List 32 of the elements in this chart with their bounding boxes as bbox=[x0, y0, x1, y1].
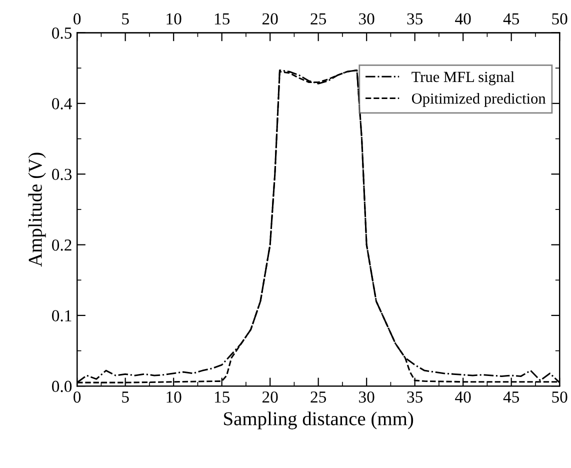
x-axis-title: Sampling distance (mm) bbox=[224, 412, 414, 430]
x-tick-label: 45 bbox=[503, 392, 520, 403]
x2-tick-label: 35 bbox=[407, 13, 423, 25]
y-tick-label: 0.5 bbox=[52, 27, 72, 39]
x2-tick-label: 20 bbox=[262, 13, 278, 25]
x-tick-label: 10 bbox=[166, 391, 182, 403]
x2-tick-label: 25 bbox=[310, 13, 326, 25]
x-tick-label: 25 bbox=[310, 391, 326, 403]
x2-tick-label: 0 bbox=[74, 13, 81, 25]
x2-tick-label: 50 bbox=[552, 13, 568, 25]
x-tick-label: 15 bbox=[214, 392, 230, 403]
x-tick-label: 40 bbox=[455, 391, 471, 403]
x-tick-label: 20 bbox=[262, 391, 278, 403]
x2-tick-label: 40 bbox=[455, 13, 471, 25]
x2-tick-label: 15 bbox=[214, 13, 230, 25]
y-tick-label: 0.3 bbox=[52, 168, 72, 180]
x2-tick-label: 45 bbox=[503, 13, 520, 25]
x2-tick-label: 10 bbox=[166, 13, 182, 25]
y-tick-label: 0.0 bbox=[52, 380, 72, 392]
legend-label: True MFL signal bbox=[412, 71, 514, 86]
x2-tick-label: 5 bbox=[122, 13, 129, 25]
x-tick-label: 50 bbox=[552, 391, 568, 403]
x-tick-label: 30 bbox=[359, 391, 374, 403]
x-tick-label: 5 bbox=[122, 392, 129, 403]
y-tick-label: 0.4 bbox=[52, 98, 72, 110]
y-tick-label: 0.1 bbox=[52, 310, 72, 322]
y-tick-label: 0.2 bbox=[52, 239, 72, 251]
legend-label: Opitimized prediction bbox=[412, 92, 546, 107]
x-tick-label: 0 bbox=[74, 391, 81, 403]
x2-tick-label: 30 bbox=[359, 13, 374, 25]
x-tick-label: 35 bbox=[407, 391, 423, 403]
y-axis-title: Amplitude (V) bbox=[28, 152, 46, 267]
